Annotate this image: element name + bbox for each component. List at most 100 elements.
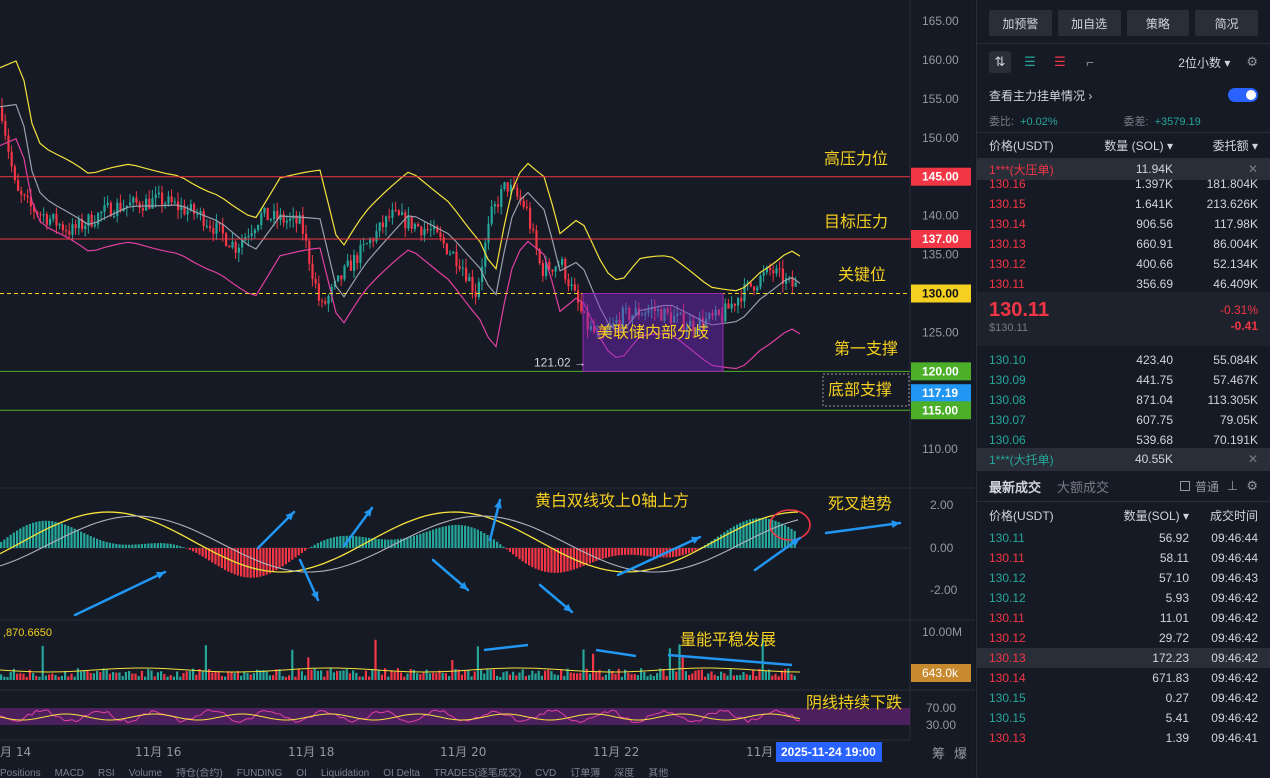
book-row[interactable]: 130.07 607.75 79.05K (989, 413, 1258, 427)
indicator-tab[interactable]: Positions (0, 768, 41, 778)
volume-bar (240, 675, 243, 680)
volume-bar (508, 674, 511, 680)
volume-bar (112, 671, 115, 680)
decimal-select[interactable]: 2位小数 ▾ (1178, 55, 1231, 70)
volume-bar (451, 659, 454, 680)
add-watchlist-button[interactable]: 加自选 (1057, 10, 1121, 36)
main-order-toggle[interactable] (1228, 88, 1258, 102)
candle-body (33, 206, 36, 212)
indicator-tab[interactable]: OI (296, 768, 307, 778)
volume-bar (323, 676, 326, 680)
book-trades-icon[interactable]: ⌐ (1086, 54, 1094, 70)
volume-bar (380, 674, 383, 680)
crosshair-time: 2025-11-24 19:00 (781, 745, 876, 759)
volume-bar (563, 675, 566, 680)
volume-bar (355, 672, 358, 680)
candle-body (7, 135, 10, 152)
book-row[interactable]: 130.10 423.40 55.084K (989, 353, 1258, 367)
volume-bar (697, 669, 700, 680)
candle-body (772, 270, 775, 274)
indicator-tab[interactable]: OI Delta (383, 768, 420, 778)
candle-body (58, 224, 61, 226)
indicator-tab[interactable]: Volume (128, 768, 163, 778)
indicator-tab[interactable]: 订单簿 (570, 768, 601, 778)
indicator-tab[interactable]: CVD (535, 768, 557, 778)
book-row[interactable]: 130.09 441.75 57.467K (989, 373, 1258, 387)
macd-bar (691, 548, 694, 552)
book-row[interactable]: 130.06 539.68 70.191K (989, 433, 1258, 447)
volume-bar (771, 675, 774, 680)
macd-bar (169, 543, 172, 548)
book-row[interactable]: 130.11 356.69 46.409K (989, 277, 1258, 288)
strategy-button[interactable]: 策略 (1126, 10, 1190, 36)
book-bids-icon[interactable]: ☰ (1024, 54, 1036, 69)
big-ask-row[interactable]: 1***(大压单) 11.94K ✕ (977, 158, 1270, 180)
candle-body (359, 244, 362, 263)
liquidation-label[interactable]: 爆 (954, 746, 968, 761)
trade-row: 130.11 56.92 09:46:44 (989, 531, 1258, 545)
indicator-tab[interactable]: Liquidation (320, 768, 370, 778)
level-tag-text: 120.00 (922, 364, 959, 378)
book-row[interactable]: 130.05888.94116.007K (977, 450, 1270, 454)
candle-body (445, 243, 448, 255)
volume-bar (566, 668, 569, 680)
indicator-tab[interactable]: FUNDING (236, 768, 283, 778)
indicator-tab[interactable]: TRADES(逐笔成交) (433, 768, 522, 778)
volume-bar (99, 672, 102, 680)
normal-checkbox[interactable]: 普通 (1180, 478, 1219, 495)
add-alert-button[interactable]: 加预警 (989, 10, 1052, 36)
volume-bar (3, 676, 6, 680)
indicator-tab[interactable]: 持仓(合约) (176, 768, 223, 778)
macd-bar (512, 548, 515, 555)
book-row[interactable]: 130.15 1.641K 213.626K (989, 197, 1258, 211)
book-row[interactable]: 130.14 906.56 117.98K (989, 217, 1258, 231)
book-row[interactable]: 130.12 400.66 52.134K (989, 257, 1258, 271)
volume-bar (304, 675, 307, 680)
indicator-tab[interactable]: 其他 (648, 768, 669, 778)
big-bid-row[interactable]: 1***(大托单) 40.55K ✕ (977, 448, 1270, 470)
volume-bar (659, 668, 662, 680)
close-icon[interactable]: ✕ (1247, 452, 1258, 466)
volume-bar (115, 672, 118, 680)
candle-body (493, 204, 496, 207)
main-order-label[interactable]: 查看主力挂单情况 › (989, 88, 1093, 103)
tab-large-trades[interactable]: 大额成交 (1057, 479, 1110, 495)
gear-icon[interactable]: ⚙ (1246, 54, 1258, 69)
trend-arrow-head (891, 520, 900, 528)
candle-body (628, 308, 631, 320)
volume-bar (713, 674, 716, 680)
candle-body (343, 265, 346, 280)
book-row[interactable]: 130.08 871.04 113.305K (989, 393, 1258, 407)
book-row[interactable]: 130.13 660.91 86.004K (989, 237, 1258, 251)
indicator-tab[interactable]: 深度 (614, 768, 635, 778)
indicator-tab[interactable]: RSI (98, 768, 115, 778)
candle-body (429, 229, 432, 231)
book-row[interactable]: 130.16 1.397K 181.804K (989, 177, 1258, 191)
gear-icon[interactable]: ⚙ (1246, 478, 1258, 493)
overview-button[interactable]: 简况 (1195, 10, 1258, 36)
tab-latest-trades[interactable]: 最新成交 (989, 479, 1042, 495)
macd-bar (28, 523, 31, 548)
price-chart[interactable]: 165.00 160.00 155.00 150.00 145.00 140.00 135.… (0, 0, 975, 778)
chips-label[interactable]: 筹 (932, 746, 946, 761)
indicator-tabs[interactable]: Positions MACD RSI Volume 持仓(合约) FUNDING OI Liq… (0, 768, 975, 778)
candle-body (685, 326, 688, 330)
candle-body (657, 309, 660, 312)
candle-body (340, 275, 343, 280)
book-asks-icon[interactable]: ☰ (1054, 54, 1066, 69)
candle-body (81, 219, 84, 230)
volume-bar (569, 672, 572, 680)
candle-body (276, 210, 279, 220)
chart-canvas[interactable]: 165.00 160.00 155.00 150.00 145.00 140.00 135.… (0, 0, 975, 778)
filter-icon[interactable]: ⊥ (1227, 478, 1239, 493)
indicator-tab[interactable]: MACD (54, 768, 85, 778)
macd-bar (422, 532, 425, 548)
book-both-icon[interactable]: ⇅ (989, 51, 1011, 73)
macd-bar (51, 521, 54, 548)
volume-bar (707, 673, 710, 680)
candle-body (161, 192, 164, 205)
close-icon[interactable]: ✕ (1247, 162, 1258, 176)
macd-bar (307, 548, 310, 549)
candle-body (788, 277, 791, 279)
candle-body (193, 204, 196, 214)
